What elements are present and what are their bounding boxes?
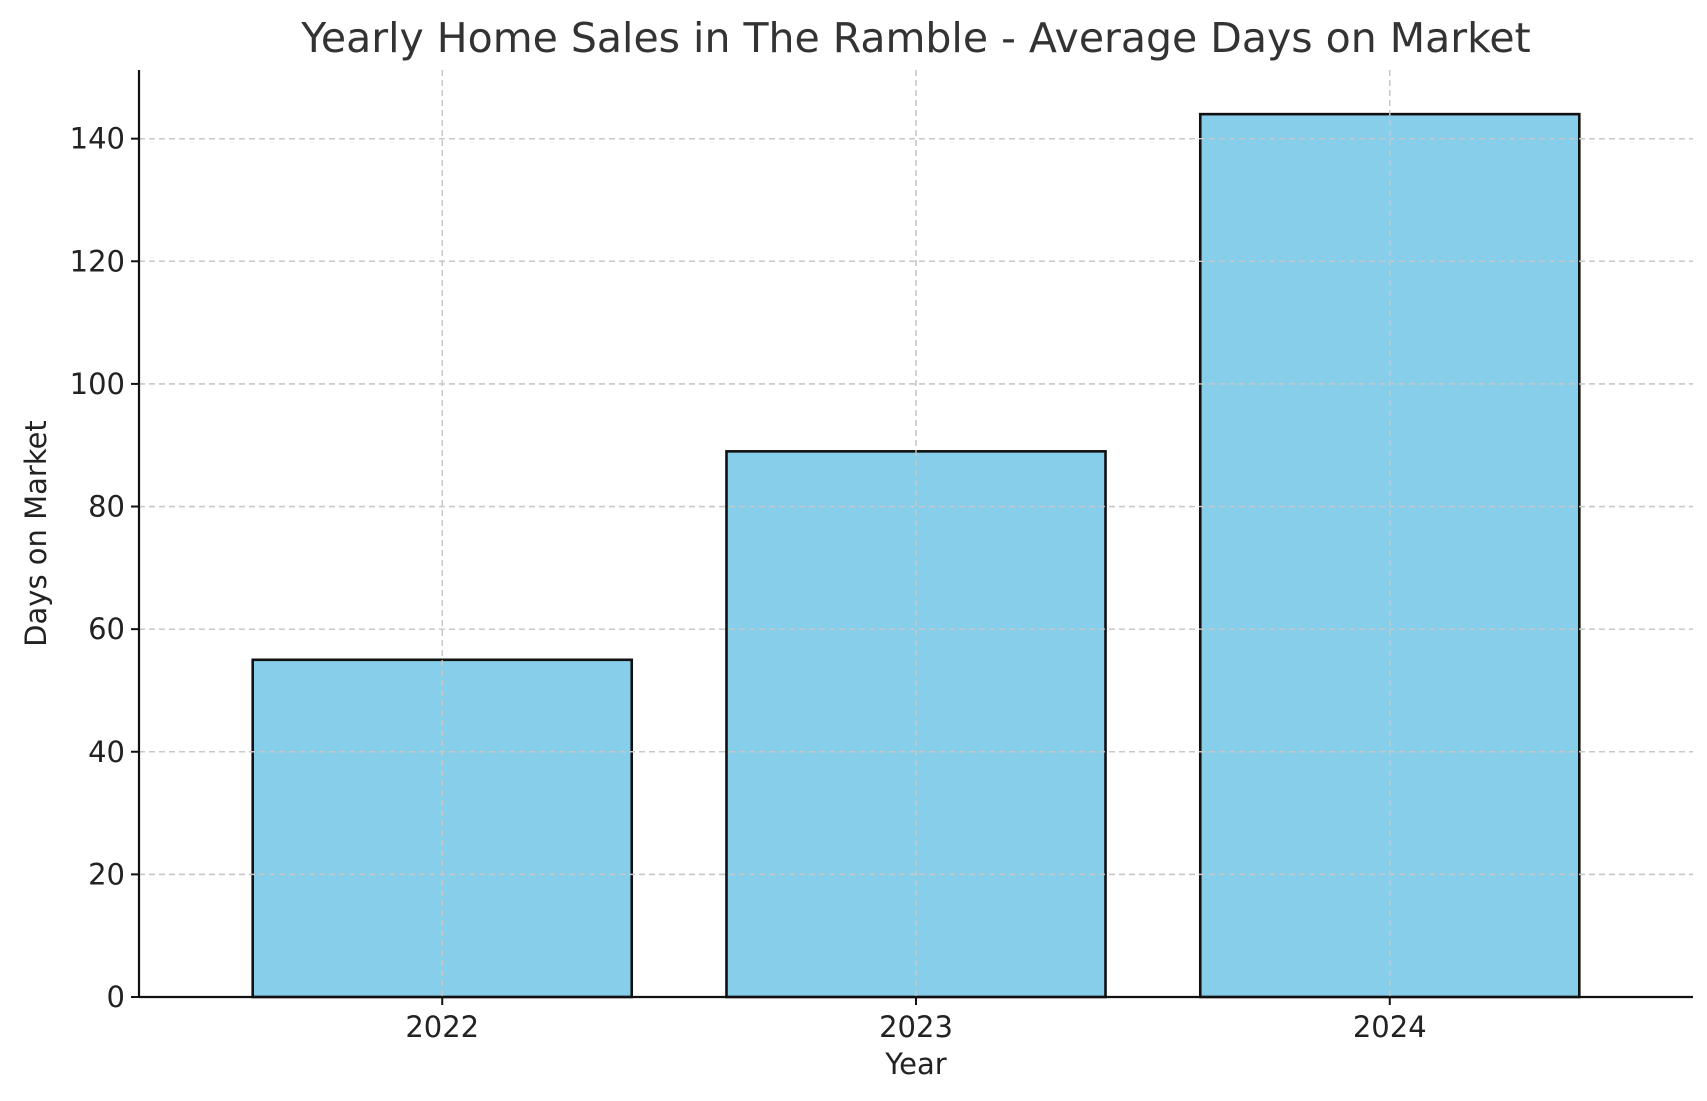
y-tick-label: 0 (107, 980, 125, 1014)
x-tick-label: 2024 (1353, 1010, 1427, 1044)
y-tick-label: 40 (88, 735, 125, 769)
y-tick-label: 60 (88, 612, 125, 646)
y-tick-label: 140 (70, 122, 125, 156)
y-tick-label: 80 (88, 490, 125, 524)
y-tick-label: 20 (88, 857, 125, 891)
y-tick-label: 120 (70, 244, 125, 278)
x-tick-layer: 2022 2023 2024 (405, 997, 1427, 1044)
y-tick-label: 100 (70, 367, 125, 401)
x-axis-title: Year (884, 1047, 946, 1081)
bar-layer (139, 70, 1693, 999)
x-tick-label: 2022 (405, 1010, 479, 1044)
y-axis-title: Days on Market (19, 420, 53, 647)
chart-title: Yearly Home Sales in The Ramble - Averag… (300, 14, 1530, 62)
x-tick-label: 2023 (879, 1010, 953, 1044)
y-tick-layer: 0 20 40 60 80 100 120 140 (70, 122, 139, 1014)
